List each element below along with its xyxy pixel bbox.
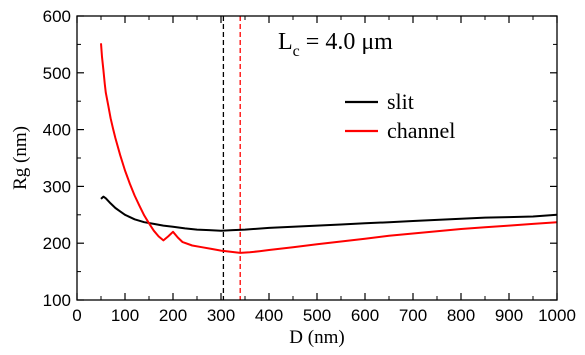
x-tick-label: 200 <box>159 306 187 325</box>
x-tick-label: 1000 <box>538 306 576 325</box>
x-tick-label: 900 <box>495 306 523 325</box>
x-tick-label: 100 <box>111 306 139 325</box>
x-tick-label: 400 <box>255 306 283 325</box>
x-tick-label: 700 <box>399 306 427 325</box>
series-line-channel <box>100 43 558 254</box>
legend-label-slit: slit <box>387 89 414 114</box>
series-line-slit <box>100 195 558 232</box>
annotation-rest: = 4.0 μm <box>300 29 393 55</box>
x-axis-label: D (nm) <box>289 327 344 348</box>
x-tick-label: 0 <box>72 306 81 325</box>
legend: slit channel <box>345 89 455 143</box>
y-tick-label: 400 <box>43 121 71 140</box>
x-tick-label: 800 <box>447 306 475 325</box>
x-tick-label: 600 <box>351 306 379 325</box>
legend-label-channel: channel <box>387 118 455 143</box>
x-tick-label: 500 <box>303 306 331 325</box>
annotation-main: L <box>278 29 293 55</box>
y-tick-label: 300 <box>43 177 71 196</box>
lc-annotation: Lc = 4.0 μm <box>278 29 393 60</box>
annotation-subscript: c <box>293 43 300 60</box>
y-tick-label: 100 <box>43 291 71 310</box>
y-tick-label: 200 <box>43 234 71 253</box>
y-axis-label: Rg (nm) <box>10 126 31 190</box>
y-tick-label: 600 <box>43 7 71 26</box>
plot-frame <box>76 15 558 301</box>
y-tick-label: 500 <box>43 64 71 83</box>
x-tick-label: 300 <box>207 306 235 325</box>
